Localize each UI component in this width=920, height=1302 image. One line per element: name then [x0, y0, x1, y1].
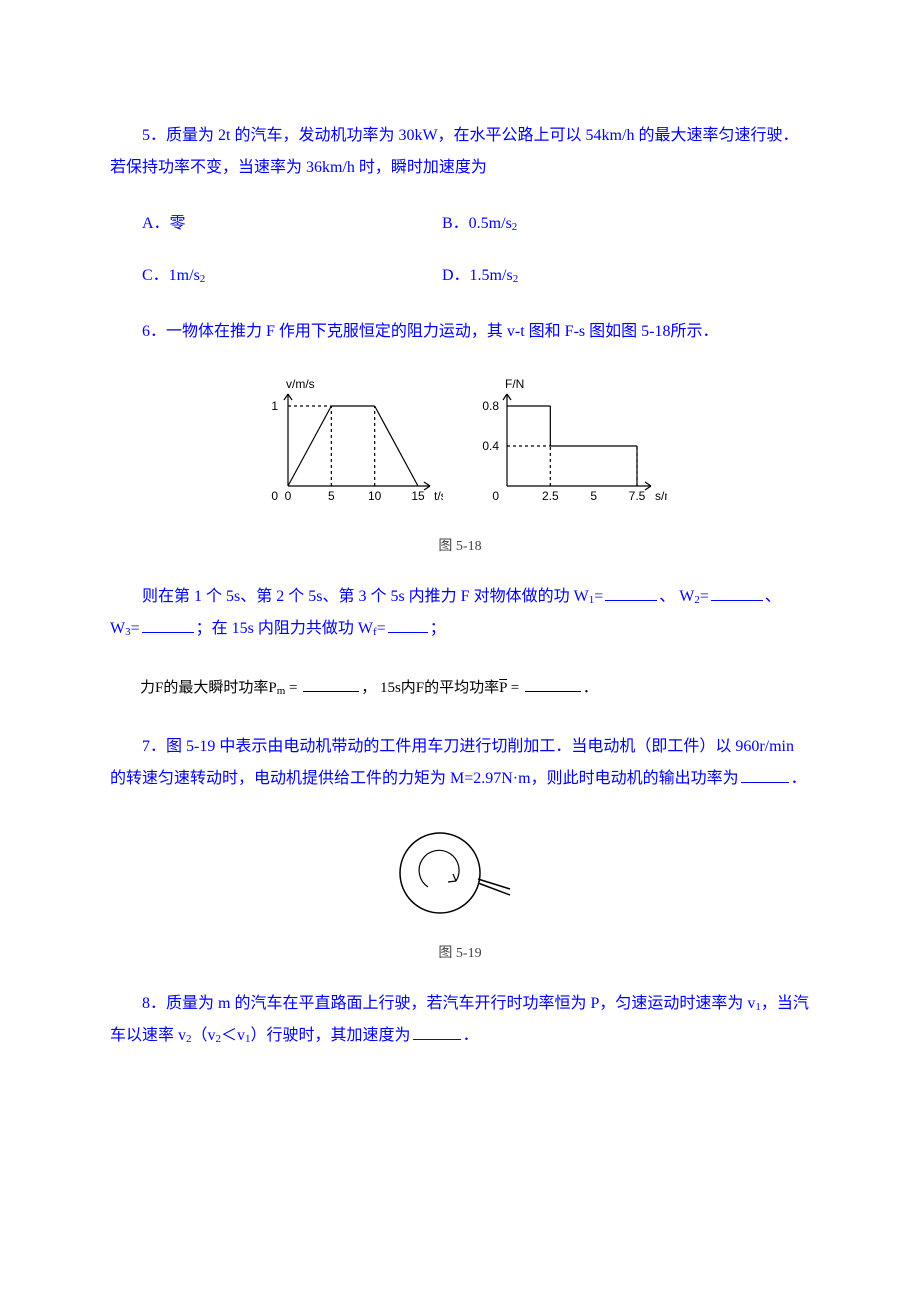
q6-stem: 6．一物体在推力 F 作用下克服恒定的阻力运动，其 v-t 图和 F-s 图如图…: [110, 316, 810, 348]
q8-paren2: ）行驶时，其加速度为: [251, 1027, 411, 1044]
q8-v1b-sub: 1: [245, 1033, 251, 1045]
q6-w2-sub: 2: [694, 594, 700, 606]
q8-stem: 8．质量为 m 的汽车在平直路面上行驶，若汽车开行时功率恒为 P，匀速运动时速率…: [110, 988, 810, 1052]
q7-stem-b: ．: [791, 770, 807, 787]
q5-optD-sub: 2: [513, 273, 519, 285]
q6-blank-w2: [711, 584, 763, 601]
q7-blank: [741, 766, 789, 783]
svg-text:F/N: F/N: [505, 377, 524, 391]
q8-v2-sub: 2: [186, 1033, 192, 1045]
svg-text:7.5: 7.5: [629, 489, 646, 503]
lathe-diagram: [380, 823, 540, 923]
q8-lt: ＜v: [221, 1027, 245, 1044]
q6-blank-pm: [303, 676, 359, 692]
vt-chart: 05101510v/m/st/s: [253, 376, 443, 516]
svg-text:10: 10: [368, 489, 382, 503]
q5-optB-text: B．0.5m/s: [442, 215, 512, 232]
q6-w3-eq: =: [131, 620, 140, 637]
svg-text:0.4: 0.4: [482, 439, 499, 453]
q7-stem: 7．图 5-19 中表示由电动机带动的工件用车刀进行切削加工．当电动机（即工件）…: [110, 731, 810, 795]
q6-black-dot: ．: [583, 680, 598, 696]
q8-stem-a: 8．质量为 m 的汽车在平直路面上行驶，若汽车开行时功率恒为 P，匀速运动时速率…: [142, 995, 755, 1012]
q5-stem: 5．质量为 2t 的汽车，发动机功率为 30kW，在水平公路上可以 54km/h…: [110, 120, 810, 184]
svg-text:1: 1: [271, 399, 278, 413]
svg-text:v/m/s: v/m/s: [286, 377, 315, 391]
svg-text:15: 15: [411, 489, 425, 503]
q6-w3-sub: 3: [125, 626, 131, 638]
q6-blank-wf: [388, 616, 428, 633]
q5-option-a: A．零: [142, 212, 442, 236]
q5-option-d: D．1.5m/s2: [442, 264, 810, 288]
q6-blank-w3: [142, 616, 194, 633]
fs-chart: 0 2.5 5 7.5 0.4 0.8 F/N s/m: [467, 376, 667, 516]
q8-paren: （v: [192, 1027, 216, 1044]
q5-optC-text: C．1m/s: [142, 267, 200, 284]
q5-optC-sub: 2: [200, 273, 206, 285]
svg-text:5: 5: [328, 489, 335, 503]
q6-pbar: P: [499, 680, 507, 696]
q6-mid: ；在 15s 内阻力共做功 W: [196, 620, 373, 637]
q6-fill-pre: 则在第 1 个 5s、第 2 个 5s、第 3 个 5s 内推力 F 对物体做的…: [142, 588, 589, 605]
svg-text:2.5: 2.5: [542, 489, 559, 503]
q6-black-eq1: =: [285, 680, 301, 696]
q8-v2b-sub: 2: [216, 1033, 222, 1045]
q6-w2-eq: =: [700, 588, 709, 605]
svg-text:s/m: s/m: [655, 489, 667, 503]
q6-w1-eq: =: [594, 588, 603, 605]
svg-text:0: 0: [285, 489, 292, 503]
figure-5-19-caption: 图 5-19: [110, 943, 810, 964]
figure-5-18-caption: 图 5-18: [110, 536, 810, 557]
q8-tail: ．: [463, 1027, 479, 1044]
q6-w1-sub: 1: [589, 594, 595, 606]
svg-text:0.8: 0.8: [482, 399, 499, 413]
page: 5．质量为 2t 的汽车，发动机功率为 30kW，在水平公路上可以 54km/h…: [0, 0, 920, 1140]
q6-black-eq2: =: [507, 680, 523, 696]
q6-tail: ；: [430, 620, 446, 637]
svg-text:0: 0: [492, 489, 499, 503]
q8-v1-sub: 1: [755, 1001, 761, 1013]
q6-pm-sub: m: [277, 685, 286, 697]
q6-blank-pbar: [525, 676, 581, 692]
q6-wf-sub: f: [373, 626, 377, 638]
figure-5-19: 图 5-19: [110, 823, 810, 964]
q5-options-row1: A．零 B．0.5m/s2: [110, 212, 810, 236]
q5-option-c: C．1m/s2: [142, 264, 442, 288]
q6-wf-eq: =: [377, 620, 386, 637]
q5-options-row2: C．1m/s2 D．1.5m/s2: [110, 264, 810, 288]
q5-optB-sub: 2: [512, 221, 518, 233]
q7-stem-a: 7．图 5-19 中表示由电动机带动的工件用车刀进行切削加工．当电动机（即工件）…: [110, 738, 794, 787]
figure-5-18: 05101510v/m/st/s 02.557.50.40.8F/Ns/m 图 …: [110, 376, 810, 557]
svg-text:t/s: t/s: [434, 489, 443, 503]
q6-black-line: 力F的最大瞬时功率Pm = ， 15s内F的平均功率P = ．: [110, 673, 810, 703]
svg-text:0: 0: [271, 489, 278, 503]
q5-optD-text: D．1.5m/s: [442, 267, 513, 284]
q6-blank-w1: [605, 584, 657, 601]
q8-blank: [413, 1023, 461, 1040]
q6-black-mid: ， 15s内F的平均功率: [361, 680, 499, 696]
q5-option-b: B．0.5m/s2: [442, 212, 810, 236]
q6-fill: 则在第 1 个 5s、第 2 个 5s、第 3 个 5s 内推力 F 对物体做的…: [110, 581, 810, 645]
q6-black-pre: 力F的最大瞬时功率P: [140, 680, 277, 696]
svg-text:5: 5: [590, 489, 597, 503]
